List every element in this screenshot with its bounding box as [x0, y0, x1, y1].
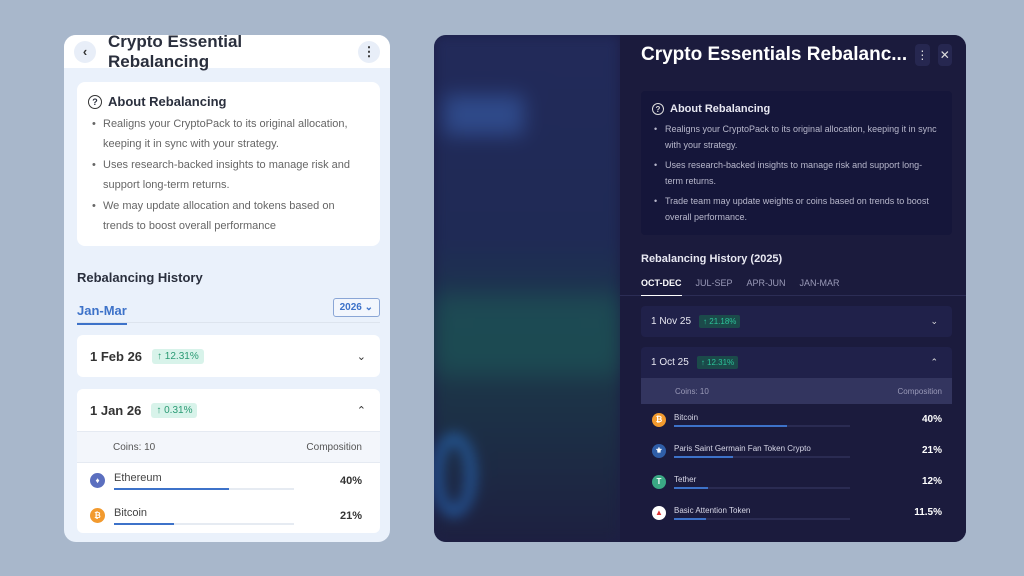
more-menu-button[interactable]: ⋮: [358, 40, 380, 63]
coin-row: T Tether 12%: [641, 466, 952, 497]
coin-row: ▲ Basic Attention Token 11.5%: [641, 497, 952, 528]
chevron-up-icon[interactable]: ⌃: [930, 357, 938, 367]
help-icon: ?: [652, 103, 664, 115]
change-badge: ↑ 0.31%: [151, 402, 198, 418]
close-button[interactable]: ✕: [937, 44, 952, 66]
about-point: Trade team may update weights or coins b…: [652, 193, 940, 225]
chevron-down-icon: ⌄: [364, 302, 373, 313]
history-entry[interactable]: 1 Nov 25 ↑ 21.18% ⌄: [641, 306, 952, 337]
change-badge: ↑ 12.31%: [696, 356, 739, 369]
change-badge: ↑ 21.18%: [699, 315, 741, 328]
coin-percent: 40%: [921, 414, 942, 425]
more-menu-button[interactable]: ⋮: [915, 44, 930, 66]
coin-row: ₿ Bitcoin 40%: [641, 404, 952, 435]
about-point: Uses research-backed insights to manage …: [88, 156, 366, 195]
change-badge: ↑ 12.31%: [152, 348, 204, 364]
about-point: Realigns your CryptoPack to its original…: [652, 121, 940, 153]
coin-percent: 21%: [921, 445, 942, 456]
coin-percent: 40%: [339, 474, 362, 487]
about-card: ?About Rebalancing Realigns your CryptoP…: [641, 91, 952, 235]
blurred-dashboard-background: [434, 35, 620, 542]
bitcoin-icon: ₿: [652, 412, 666, 427]
allocation-bar: [674, 455, 850, 458]
tab-apr-jun[interactable]: APR-JUN: [746, 278, 786, 288]
allocation-bar: [114, 487, 294, 490]
allocation-bar: [674, 517, 850, 520]
history-title: Rebalancing History: [77, 270, 203, 285]
coin-name: Ethereum: [114, 471, 162, 484]
about-point: Uses research-backed insights to manage …: [652, 157, 940, 189]
allocation-bar: [114, 522, 294, 525]
drawer-title: Crypto Essentials Rebalanc...: [641, 44, 908, 65]
year-select[interactable]: 2026 ⌄: [332, 298, 380, 317]
chevron-up-icon[interactable]: ⌃: [356, 404, 366, 417]
mobile-light-panel: ‹ Crypto Essential Rebalancing ⋮ ? About …: [64, 35, 390, 542]
allocation-bar: [674, 424, 850, 427]
help-icon: ?: [88, 94, 102, 109]
rebalancing-drawer: Crypto Essentials Rebalanc... ⋮ ✕ ? About…: [620, 35, 966, 542]
coin-name: Tether: [674, 474, 697, 484]
about-title: About Rebalancing: [108, 94, 227, 109]
tab-jan-mar[interactable]: Jan-Mar: [77, 303, 127, 325]
coin-percent: 11.5%: [914, 507, 942, 518]
coin-percent: 12%: [921, 476, 942, 487]
page-title: Crypto Essential Rebalancing: [108, 35, 243, 71]
history-entry[interactable]: 1 Oct 25 ↑ 12.31% ⌃ Coins: 10 Composition ₿…: [641, 347, 952, 528]
bitcoin-icon: ₿: [90, 508, 105, 523]
history-entry[interactable]: 1 Feb 26 ↑ 12.31% ⌄: [77, 335, 380, 377]
history-title: Rebalancing History (2025): [641, 253, 783, 265]
tab-jan-mar[interactable]: JAN-MAR: [799, 278, 840, 288]
about-card: ? About Rebalancing Realigns your CryptoP…: [77, 82, 380, 246]
tab-jul-sep[interactable]: JUL-SEP: [695, 278, 733, 288]
coin-name: Basic Attention Token: [674, 505, 751, 515]
about-point: We may update allocation and tokens base…: [88, 197, 366, 236]
coin-percent: 21%: [339, 509, 362, 522]
tether-icon: T: [652, 474, 666, 489]
coin-name: Paris Saint Germain Fan Token Crypto: [674, 443, 811, 453]
ethereum-icon: ♦: [90, 473, 105, 488]
history-entry[interactable]: 1 Jan 26 ↑ 0.31% ⌃ Coins: 10 Composition ♦ …: [77, 389, 380, 533]
coin-row: ₿ Bitcoin 21%: [77, 498, 380, 533]
coin-row: ⚜ Paris Saint Germain Fan Token Crypto 2…: [641, 435, 952, 466]
about-point: Realigns your CryptoPack to its original…: [88, 115, 366, 154]
coin-name: Bitcoin: [114, 506, 148, 519]
tab-oct-dec[interactable]: OCT-DEC: [641, 278, 682, 296]
chevron-down-icon[interactable]: ⌄: [930, 316, 938, 326]
chevron-down-icon[interactable]: ⌄: [356, 350, 366, 363]
bat-icon: ▲: [652, 505, 666, 520]
allocation-bar: [674, 486, 850, 489]
coin-name: Bitcoin: [674, 412, 699, 422]
desktop-dark-window: Crypto Essentials Rebalanc... ⋮ ✕ ? About…: [434, 35, 966, 542]
back-button[interactable]: ‹: [74, 40, 96, 63]
header: ‹ Crypto Essential Rebalancing ⋮: [64, 35, 390, 71]
coin-row: ♦ Ethereum 40%: [77, 463, 380, 498]
psg-icon: ⚜: [652, 443, 666, 458]
